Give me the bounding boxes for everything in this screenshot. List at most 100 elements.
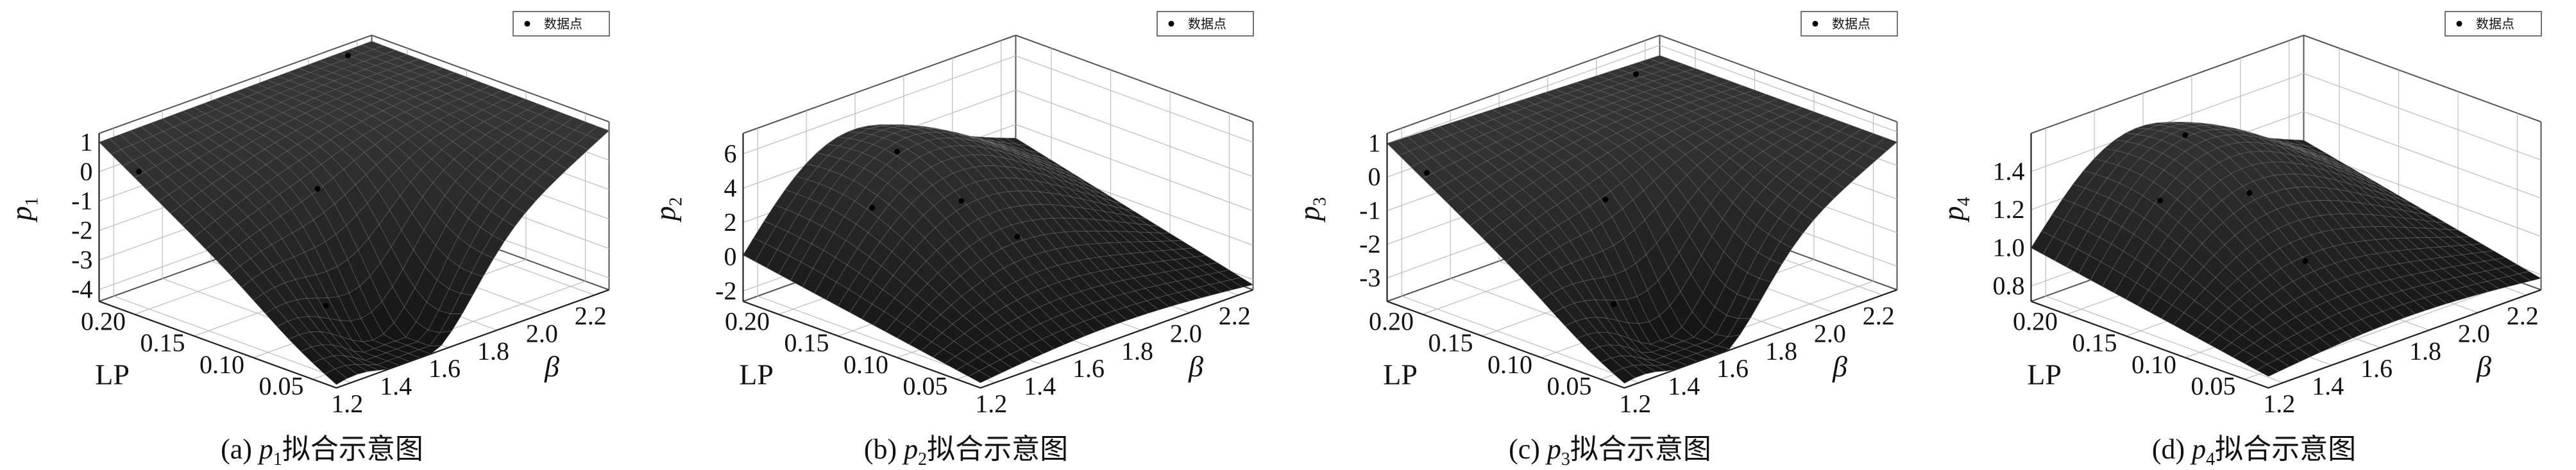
z-tick-label: -2 bbox=[1359, 230, 1380, 258]
caption-prefix: (c) bbox=[1509, 433, 1547, 465]
caption-var: p bbox=[2192, 433, 2206, 465]
caption-sub: 3 bbox=[1561, 449, 1570, 469]
lp-tick-label: 0.20 bbox=[725, 306, 770, 335]
caption-a: (a) p1拟合示意图 bbox=[0, 426, 644, 470]
beta-tick-label: 2.2 bbox=[1863, 301, 1895, 330]
legend: 数据点 bbox=[2445, 12, 2541, 36]
data-point bbox=[2302, 258, 2308, 264]
beta-tick-label: 2.0 bbox=[526, 319, 558, 348]
lp-tick-label: 0.15 bbox=[2072, 328, 2117, 357]
data-point bbox=[869, 205, 875, 211]
z-tick-label: 1.0 bbox=[1993, 233, 2025, 262]
lp-axis-label: LP bbox=[2027, 358, 2062, 390]
caption-suffix: 拟合示意图 bbox=[1570, 433, 1711, 465]
data-point bbox=[958, 198, 964, 204]
surface-plot-p4: 1.21.41.61.82.02.20.050.100.150.200.81.0… bbox=[1932, 0, 2576, 423]
caption-d: (d) p4拟合示意图 bbox=[1932, 426, 2576, 470]
lp-tick-label: 0.05 bbox=[903, 372, 948, 401]
legend-label: 数据点 bbox=[544, 16, 582, 31]
beta-tick-label: 1.8 bbox=[1765, 337, 1797, 365]
beta-tick-label: 2.0 bbox=[1814, 319, 1846, 348]
top-edge bbox=[2031, 35, 2304, 133]
legend-label: 数据点 bbox=[1188, 16, 1226, 31]
legend-marker bbox=[1813, 21, 1818, 27]
lp-tick-label: 0.20 bbox=[81, 306, 126, 335]
legend: 数据点 bbox=[1801, 12, 1897, 36]
legend: 数据点 bbox=[513, 12, 609, 36]
beta-tick-label: 1.8 bbox=[1121, 337, 1153, 365]
beta-axis-label: β bbox=[1188, 350, 1203, 383]
z-axis-label: p2 bbox=[649, 197, 686, 222]
data-point bbox=[1611, 301, 1617, 307]
lp-tick-label: 0.05 bbox=[2191, 372, 2236, 401]
z-tick-label: 1 bbox=[1368, 129, 1381, 158]
z-tick-label: 2 bbox=[724, 208, 737, 237]
data-point bbox=[136, 169, 142, 174]
lp-tick-label: 0.15 bbox=[1428, 328, 1473, 357]
beta-tick-label: 1.6 bbox=[1716, 354, 1749, 383]
beta-tick-label: 1.2 bbox=[331, 389, 363, 418]
legend-marker bbox=[2457, 21, 2462, 27]
beta-tick-label: 2.2 bbox=[575, 301, 607, 330]
lp-axis-label: LP bbox=[739, 358, 774, 390]
caption-sub: 2 bbox=[918, 449, 927, 469]
surface-plot-p1: 1.21.41.61.82.02.20.050.100.150.20-4-3-2… bbox=[0, 0, 644, 423]
data-point bbox=[345, 53, 351, 58]
beta-tick-label: 1.8 bbox=[2409, 337, 2441, 365]
z-tick-label: -3 bbox=[1359, 263, 1380, 292]
beta-tick-label: 1.2 bbox=[975, 389, 1007, 418]
z-tick-label: 1 bbox=[80, 128, 93, 156]
beta-axis-label: β bbox=[544, 350, 559, 383]
beta-tick-label: 2.0 bbox=[2458, 319, 2490, 348]
z-axis-label-sub: 1 bbox=[22, 197, 42, 206]
lp-tick-label: 0.05 bbox=[1547, 372, 1592, 401]
surface-plot-p3: 1.21.41.61.82.02.20.050.100.150.20-3-2-1… bbox=[1288, 0, 1932, 423]
z-tick-label: 0.8 bbox=[1993, 271, 2025, 300]
z-tick-label: -2 bbox=[715, 276, 736, 305]
beta-tick-label: 1.8 bbox=[477, 337, 509, 365]
lp-axis-label: LP bbox=[95, 358, 130, 390]
z-axis-label-sub: 4 bbox=[1954, 197, 1974, 206]
caption-suffix: 拟合示意图 bbox=[2215, 433, 2356, 465]
caption-var: p bbox=[259, 433, 273, 465]
caption-suffix: 拟合示意图 bbox=[282, 433, 423, 465]
lp-axis-label: LP bbox=[1383, 358, 1418, 390]
lp-tick-label: 0.10 bbox=[843, 350, 888, 379]
z-axis-label-sub: 2 bbox=[666, 197, 686, 206]
data-point bbox=[1424, 170, 1430, 176]
caption-var: p bbox=[1547, 433, 1561, 465]
lp-tick-label: 0.15 bbox=[140, 328, 185, 357]
lp-tick-label: 0.20 bbox=[2013, 306, 2058, 335]
data-point bbox=[323, 303, 329, 308]
caption-sub: 1 bbox=[273, 449, 282, 469]
data-point bbox=[1602, 197, 1608, 203]
z-tick-label: -1 bbox=[71, 187, 92, 215]
beta-tick-label: 1.4 bbox=[380, 371, 412, 400]
z-tick-label: -4 bbox=[71, 275, 92, 304]
legend-label: 数据点 bbox=[1832, 16, 1870, 31]
data-point bbox=[1014, 234, 1020, 240]
caption-sub: 4 bbox=[2206, 449, 2215, 469]
caption-suffix: 拟合示意图 bbox=[927, 433, 1068, 465]
z-tick-label: -1 bbox=[1359, 196, 1380, 225]
beta-axis-label: β bbox=[2476, 350, 2491, 383]
z-tick-label: 1.4 bbox=[1993, 157, 2025, 186]
z-tick-label: 1.2 bbox=[1993, 195, 2025, 224]
data-point bbox=[894, 149, 900, 155]
data-point bbox=[2182, 132, 2188, 138]
beta-tick-label: 2.2 bbox=[1219, 301, 1251, 330]
caption-var: p bbox=[904, 433, 918, 465]
beta-tick-label: 1.2 bbox=[1619, 389, 1651, 418]
beta-tick-label: 1.4 bbox=[1024, 371, 1056, 400]
z-tick-label: 0 bbox=[1368, 162, 1381, 191]
surface-plot-p2: 1.21.41.61.82.02.20.050.100.150.20-20246… bbox=[644, 0, 1288, 423]
lp-tick-label: 0.15 bbox=[784, 328, 829, 357]
caption-prefix: (a) bbox=[221, 433, 259, 465]
beta-tick-label: 1.6 bbox=[1072, 354, 1105, 383]
legend-label: 数据点 bbox=[2476, 16, 2514, 31]
beta-tick-label: 1.4 bbox=[2312, 371, 2344, 400]
z-tick-label: 0 bbox=[724, 242, 737, 271]
